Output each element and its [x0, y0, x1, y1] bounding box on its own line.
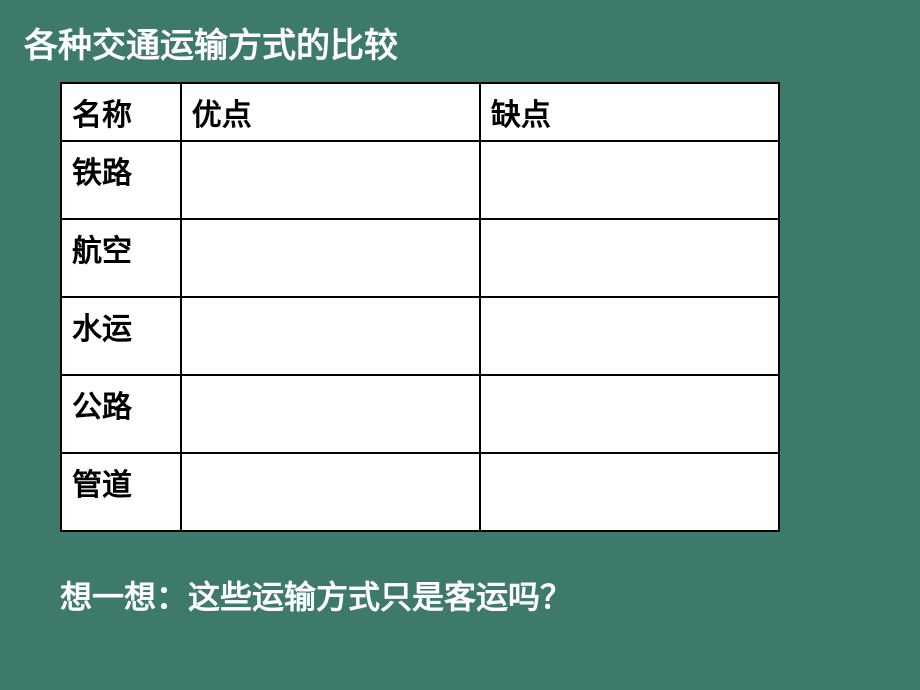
- cell-cons: [480, 297, 779, 375]
- table-row: 管道: [61, 453, 779, 531]
- cell-name: 公路: [61, 375, 181, 453]
- cell-pros: [181, 297, 480, 375]
- cell-pros: [181, 219, 480, 297]
- cell-pros: [181, 375, 480, 453]
- header-name: 名称: [61, 83, 181, 141]
- cell-pros: [181, 453, 480, 531]
- page-title: 各种交通运输方式的比较: [0, 0, 920, 67]
- cell-pros: [181, 141, 480, 219]
- cell-cons: [480, 219, 779, 297]
- cell-cons: [480, 141, 779, 219]
- cell-name: 航空: [61, 219, 181, 297]
- comparison-table: 名称 优点 缺点 铁路 航空 水运 公路 管道: [60, 82, 780, 532]
- footer-question: 想一想：这些运输方式只是客运吗？: [60, 572, 920, 618]
- header-pros: 优点: [181, 83, 480, 141]
- cell-cons: [480, 375, 779, 453]
- cell-name: 管道: [61, 453, 181, 531]
- table-row: 水运: [61, 297, 779, 375]
- table-header-row: 名称 优点 缺点: [61, 83, 779, 141]
- table-row: 铁路: [61, 141, 779, 219]
- cell-cons: [480, 453, 779, 531]
- comparison-table-container: 名称 优点 缺点 铁路 航空 水运 公路 管道: [60, 82, 780, 532]
- table-row: 航空: [61, 219, 779, 297]
- cell-name: 水运: [61, 297, 181, 375]
- table-row: 公路: [61, 375, 779, 453]
- cell-name: 铁路: [61, 141, 181, 219]
- header-cons: 缺点: [480, 83, 779, 141]
